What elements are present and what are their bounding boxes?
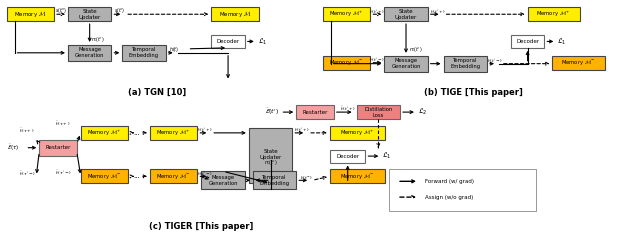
Text: Memory $\mathcal{M}^+$: Memory $\mathcal{M}^+$ [330, 9, 364, 19]
Text: Message
Generation: Message Generation [75, 47, 104, 58]
FancyBboxPatch shape [527, 7, 580, 21]
Text: Forward (w/ grad): Forward (w/ grad) [425, 179, 474, 184]
FancyBboxPatch shape [384, 7, 428, 21]
FancyBboxPatch shape [81, 169, 128, 183]
Text: $h(t^{\prime}+)$: $h(t^{\prime}+)$ [294, 126, 310, 133]
Text: $s(t^{\prime\prime})$: $s(t^{\prime\prime})$ [55, 7, 67, 16]
Text: $m(t^{\prime})$: $m(t^{\prime})$ [91, 35, 104, 44]
FancyBboxPatch shape [81, 126, 128, 140]
Text: Decoder: Decoder [516, 39, 539, 44]
FancyBboxPatch shape [39, 140, 77, 156]
Text: Memory $\mathcal{M}^-$: Memory $\mathcal{M}^-$ [156, 172, 191, 181]
Text: State
Updater: State Updater [259, 149, 282, 160]
Text: Memory $\mathcal{M}^-$: Memory $\mathcal{M}^-$ [330, 58, 364, 67]
Text: $h(t^{\prime}+)$: $h(t^{\prime}+)$ [197, 126, 213, 133]
Text: $h(t^{\prime}-)$: $h(t^{\prime}-)$ [369, 56, 385, 63]
Text: Memory $\mathcal{M}^-$: Memory $\mathcal{M}^-$ [340, 172, 375, 181]
Text: Memory $\mathcal{M}^+$: Memory $\mathcal{M}^+$ [340, 128, 375, 138]
Text: Memory $\mathcal{M}^+$: Memory $\mathcal{M}^+$ [156, 128, 191, 138]
FancyBboxPatch shape [444, 56, 487, 72]
FancyBboxPatch shape [389, 169, 536, 211]
Text: Temporal
Embedding: Temporal Embedding [259, 175, 289, 186]
Text: $\hat{h}(\tau+)$: $\hat{h}(\tau+)$ [19, 127, 35, 135]
Text: $\mathcal{L}_1$: $\mathcal{L}_1$ [258, 36, 268, 46]
Text: Decoder: Decoder [216, 39, 239, 44]
Text: $\tilde{\mathcal{E}}(\tau)$: $\tilde{\mathcal{E}}(\tau)$ [6, 143, 19, 153]
Text: $\mathcal{L}_2$: $\mathcal{L}_2$ [418, 107, 428, 117]
Text: $h(t^{\prime}+)$: $h(t^{\prime}+)$ [429, 8, 445, 15]
FancyBboxPatch shape [122, 45, 166, 61]
Text: $h(t)$: $h(t)$ [168, 45, 179, 54]
Text: $h(t^{\prime}-)$: $h(t^{\prime}-)$ [487, 57, 503, 64]
FancyBboxPatch shape [253, 171, 296, 189]
Text: Decoder: Decoder [336, 154, 359, 159]
FancyBboxPatch shape [211, 35, 245, 48]
Text: $\mathcal{L}_1$: $\mathcal{L}_1$ [383, 151, 392, 161]
FancyBboxPatch shape [150, 126, 197, 140]
Text: State
Updater: State Updater [79, 9, 100, 20]
Text: ...: ... [132, 173, 140, 179]
Text: $\hat{h}(\tau+)$: $\hat{h}(\tau+)$ [55, 120, 71, 128]
Text: Distillation
Loss: Distillation Loss [364, 107, 392, 118]
Text: Restarter: Restarter [302, 110, 328, 115]
Text: $\hat{h}(\tau^{\prime}-)$: $\hat{h}(\tau^{\prime}-)$ [19, 170, 36, 178]
Text: Message
Generation: Message Generation [391, 58, 420, 69]
Text: State
Updater: State Updater [395, 9, 417, 20]
FancyBboxPatch shape [249, 128, 292, 183]
Text: $m(t^{\prime})$: $m(t^{\prime})$ [409, 46, 422, 55]
FancyBboxPatch shape [384, 56, 428, 72]
FancyBboxPatch shape [356, 105, 400, 119]
Text: $\hat{h}(t^{\prime}+)$: $\hat{h}(t^{\prime}+)$ [340, 105, 356, 113]
FancyBboxPatch shape [330, 150, 365, 163]
FancyBboxPatch shape [511, 35, 545, 48]
Text: $h(t^{\prime}+)$: $h(t^{\prime}+)$ [369, 8, 385, 15]
FancyBboxPatch shape [552, 56, 605, 69]
Text: $h(t^{-})$: $h(t^{-})$ [300, 174, 312, 181]
Text: $\mathcal{L}_1$: $\mathcal{L}_1$ [557, 36, 567, 46]
FancyBboxPatch shape [323, 7, 371, 21]
FancyBboxPatch shape [330, 126, 385, 140]
Text: $m(t^{\prime})$: $m(t^{\prime})$ [264, 159, 277, 168]
FancyBboxPatch shape [211, 7, 259, 21]
FancyBboxPatch shape [202, 171, 245, 189]
Text: Memory $\mathcal{M}^+$: Memory $\mathcal{M}^+$ [87, 128, 122, 138]
FancyBboxPatch shape [6, 7, 54, 21]
FancyBboxPatch shape [330, 169, 385, 183]
Text: Memory $\mathcal{M}^-$: Memory $\mathcal{M}^-$ [87, 172, 122, 181]
Text: Assign (w/o grad): Assign (w/o grad) [425, 195, 473, 200]
Text: $\hat{h}(\tau^{\prime}-)$: $\hat{h}(\tau^{\prime}-)$ [54, 169, 72, 177]
FancyBboxPatch shape [68, 7, 111, 21]
Text: Memory $\mathcal{M}^+$: Memory $\mathcal{M}^+$ [536, 9, 571, 19]
FancyBboxPatch shape [68, 45, 111, 61]
FancyBboxPatch shape [150, 169, 197, 183]
Text: Temporal
Embedding: Temporal Embedding [451, 58, 481, 69]
FancyBboxPatch shape [323, 56, 371, 69]
Text: $\tilde{\mathcal{E}}(t^{\prime})$: $\tilde{\mathcal{E}}(t^{\prime})$ [264, 107, 278, 117]
Text: Memory $\mathcal{M}$: Memory $\mathcal{M}$ [14, 9, 47, 19]
Text: (b) TIGE [This paper]: (b) TIGE [This paper] [424, 88, 523, 97]
Text: $s(t^{\prime})$: $s(t^{\prime})$ [114, 7, 125, 16]
Text: (a) TGN [10]: (a) TGN [10] [128, 88, 186, 97]
Text: Restarter: Restarter [45, 145, 70, 150]
Text: Memory $\mathcal{M}$: Memory $\mathcal{M}$ [219, 9, 251, 19]
Text: ...: ... [132, 130, 140, 136]
FancyBboxPatch shape [296, 105, 334, 119]
Text: Message
Generation: Message Generation [209, 175, 238, 186]
Text: Memory $\mathcal{M}^-$: Memory $\mathcal{M}^-$ [561, 58, 596, 67]
Text: Temporal
Embedding: Temporal Embedding [129, 47, 159, 58]
Text: $h(t^{\prime}-)$: $h(t^{\prime}-)$ [197, 170, 213, 177]
Text: (c) TIGER [This paper]: (c) TIGER [This paper] [149, 222, 253, 231]
